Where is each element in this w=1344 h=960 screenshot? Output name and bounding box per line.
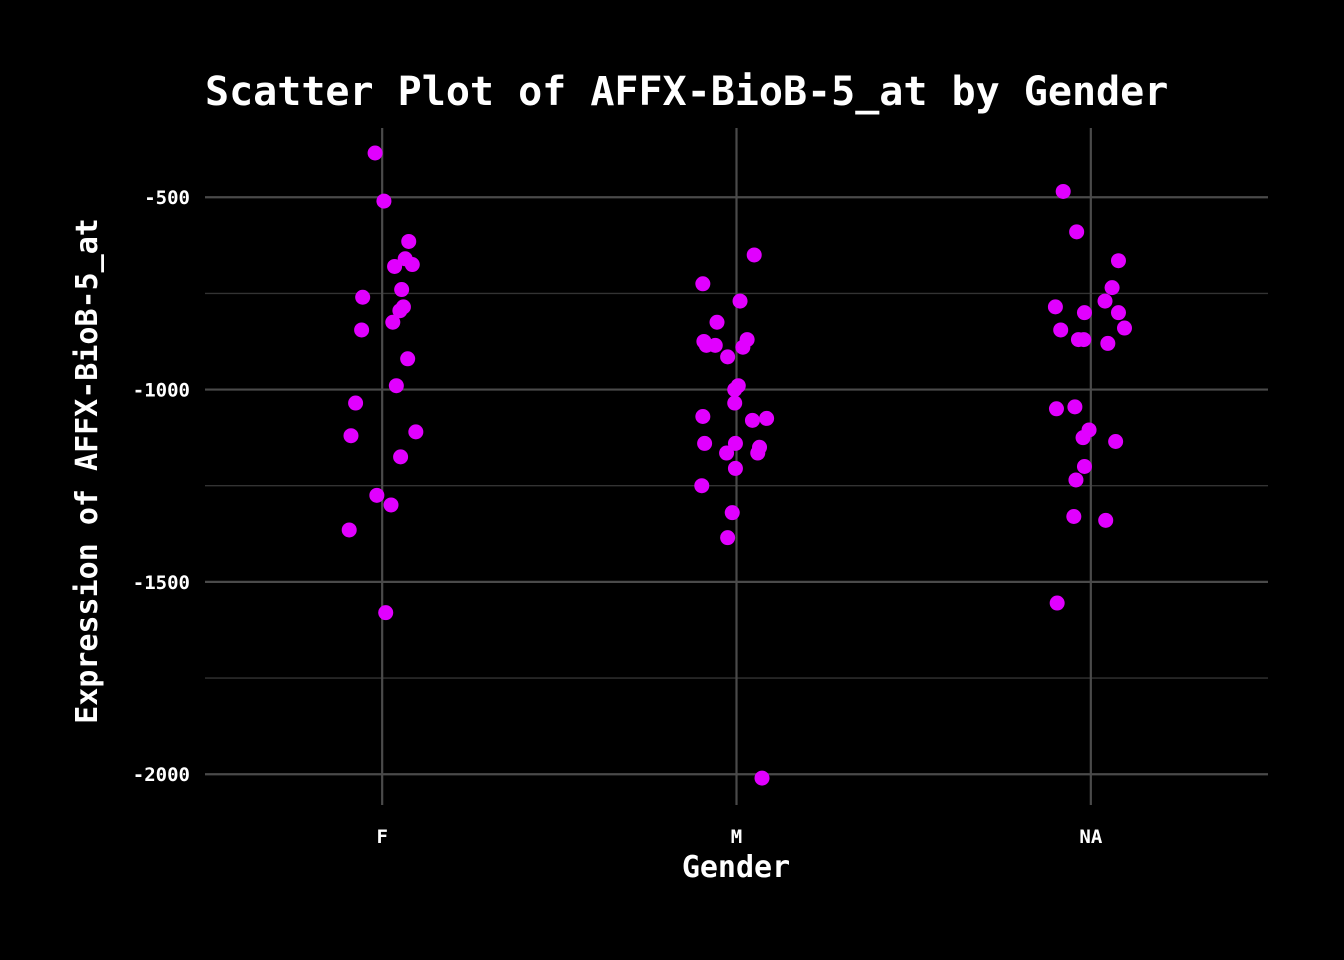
data-point [727,382,743,398]
y-axis-ticks: -500 -1000 -1500 -2000 [133,187,190,786]
data-point [759,410,775,426]
data-point [695,408,711,424]
y-tick-label: -500 [144,187,190,209]
data-point [1066,509,1082,525]
chart-title: Scatter Plot of AFFX-BioB-5_at by Gender [205,69,1168,115]
data-point [1108,433,1124,449]
data-point [727,460,743,476]
data-point [341,522,357,538]
data-point [1075,430,1091,446]
data-point [369,487,385,503]
data-point [1110,253,1126,269]
data-point [400,351,416,367]
data-point [697,435,713,451]
data-point [408,424,424,440]
data-point [385,314,401,330]
data-point [1055,183,1071,199]
y-tick-label: -1500 [133,572,190,594]
data-point [354,322,370,338]
data-point [709,314,725,330]
data-point [355,289,371,305]
data-point [1047,299,1063,315]
x-tick-label: M [731,826,742,848]
data-point [387,258,403,274]
data-point [376,193,392,209]
y-tick-label: -2000 [133,764,190,786]
data-point [401,233,417,249]
data-point [724,505,740,521]
data-point [348,395,364,411]
data-point [694,478,710,494]
data-point [1076,332,1092,348]
data-point [388,378,404,394]
data-point [732,293,748,309]
data-points [341,145,1132,786]
data-point [378,605,394,621]
x-axis-ticks: F M NA [376,826,1102,848]
data-point [1104,280,1120,296]
data-point [727,395,743,411]
data-point [404,257,420,273]
data-point [1053,322,1069,338]
data-point [744,412,760,428]
data-point [392,303,408,319]
x-tick-label: NA [1079,826,1102,848]
data-point [1098,512,1114,528]
data-point [393,449,409,465]
data-point [1048,401,1064,417]
data-point [1116,320,1132,336]
data-point [1110,305,1126,321]
data-point [1067,399,1083,415]
data-point [1068,472,1084,488]
data-point [746,247,762,263]
data-point [735,339,751,355]
data-point [394,282,410,298]
data-point [1076,459,1092,474]
x-tick-label: F [376,826,387,848]
y-axis-title: Expression of AFFX-BioB-5_at [70,218,105,724]
data-point [695,276,711,292]
data-point [1076,305,1092,321]
x-axis-title: Gender [682,850,790,885]
data-point [707,337,723,353]
data-point [367,145,383,161]
data-point [727,435,743,451]
data-point [343,428,359,444]
y-tick-label: -1000 [133,380,190,402]
data-point [720,530,736,546]
data-point [1049,595,1065,611]
data-point [719,445,735,461]
data-point [383,497,399,513]
data-point [1100,335,1116,351]
data-point [1097,293,1113,309]
data-point [1069,224,1085,240]
data-point [754,770,770,786]
data-point [720,349,736,365]
data-point [750,445,766,461]
